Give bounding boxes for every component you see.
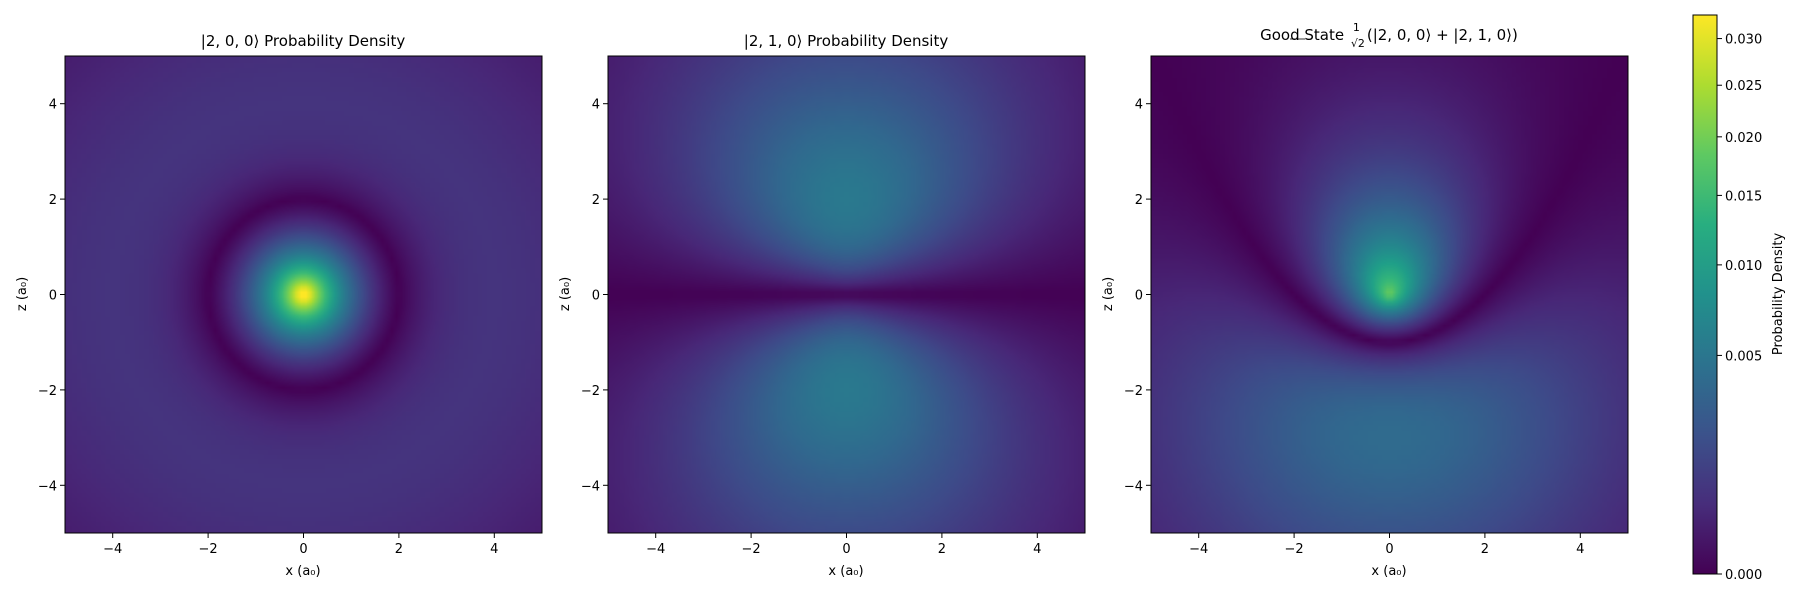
panel-3-ylabel: z (a₀) [1101, 277, 1116, 311]
panel-1-xlabel: x (a₀) [285, 564, 320, 579]
ytick-label: 2 [1135, 193, 1143, 208]
colorbar-tick-label: 0.005 [1725, 349, 1762, 364]
colorbar-tick-label: 0.020 [1725, 131, 1762, 146]
ytick-label: −2 [1124, 384, 1143, 399]
xtick-label: 0 [299, 542, 307, 557]
xtick-label: −4 [103, 542, 122, 557]
xtick-label: 4 [1033, 542, 1041, 557]
ytick-label: 4 [49, 98, 57, 113]
xtick-label: −4 [1189, 542, 1208, 557]
xtick-label: 4 [490, 542, 498, 557]
xtick-label: 4 [1576, 542, 1584, 557]
ytick-label: −4 [1124, 479, 1143, 494]
ytick-label: 2 [49, 193, 57, 208]
panel-3-title: Good State 1 √2 (|2, 0, 0⟩ + |2, 1, 0⟩) [1260, 21, 1518, 50]
panel-1-ticks: −4 −2 0 2 4 −4 −2 0 2 4 [38, 98, 499, 557]
ytick-label: 4 [592, 98, 600, 113]
panel-2: |2, 1, 0⟩ Probability Density −4 −2 0 2 4−4−… [558, 32, 1086, 579]
colorbar: 0.000 0.005 0.010 0.015 0.020 0.025 0.030 Prob… [1692, 14, 1786, 583]
xtick-label: 2 [938, 542, 946, 557]
xtick-label: −2 [199, 542, 218, 557]
panel-2-ticks: −4 −2 0 2 4 −4 −2 0 2 4 [581, 98, 1042, 557]
xtick-label: 2 [1481, 542, 1489, 557]
colorbar-ticks: 0.000 0.005 0.010 0.015 0.020 0.025 0.030 [1717, 33, 1762, 583]
colorbar-tick-label: 0.015 [1725, 189, 1762, 204]
ytick-label: −4 [38, 479, 57, 494]
xtick-label: 2 [395, 542, 403, 557]
ytick-label: −2 [581, 384, 600, 399]
panel-2-ylabel: z (a₀) [558, 277, 573, 311]
panel-3-ticks: −4 −2 0 2 4 −4 −2 0 2 4 [1124, 98, 1585, 557]
panel-3: Good State 1 √2 (|2, 0, 0⟩ + |2, 1, 0⟩) −4… [1101, 21, 1629, 579]
colorbar-label: Probability Density [1771, 233, 1786, 356]
colorbar-tick-label: 0.010 [1725, 259, 1762, 274]
ytick-label: 0 [49, 289, 57, 304]
panel-2-xlabel: x (a₀) [828, 564, 863, 579]
ytick-label: −2 [38, 384, 57, 399]
panel-1-heatmap [65, 56, 542, 533]
xtick-label: −4 [646, 542, 665, 557]
panel-2-heatmap [608, 56, 1085, 533]
panel-1-ylabel: z (a₀) [15, 277, 30, 311]
xtick-label: −2 [1285, 542, 1304, 557]
panel-2-title: |2, 1, 0⟩ Probability Density [744, 32, 949, 50]
panel-3-xlabel: x (a₀) [1371, 564, 1406, 579]
xtick-label: 0 [842, 542, 850, 557]
colorbar-tick-label: 0.030 [1725, 33, 1762, 48]
colorbar-gradient [1692, 14, 1718, 575]
ytick-label: 0 [592, 289, 600, 304]
panel-1: |2, 0, 0⟩ Probability Density −4 −2 0 2 4−4−… [15, 32, 543, 579]
ytick-label: 2 [592, 193, 600, 208]
xtick-label: 0 [1385, 542, 1393, 557]
xtick-label: −2 [742, 542, 761, 557]
colorbar-tick-label: 0.025 [1725, 79, 1762, 94]
ytick-label: 0 [1135, 289, 1143, 304]
panel-3-heatmap [1151, 56, 1628, 533]
colorbar-tick-label: 0.000 [1725, 568, 1762, 583]
ytick-label: 4 [1135, 98, 1143, 113]
panel-1-title: |2, 0, 0⟩ Probability Density [201, 32, 406, 50]
ytick-label: −4 [581, 479, 600, 494]
